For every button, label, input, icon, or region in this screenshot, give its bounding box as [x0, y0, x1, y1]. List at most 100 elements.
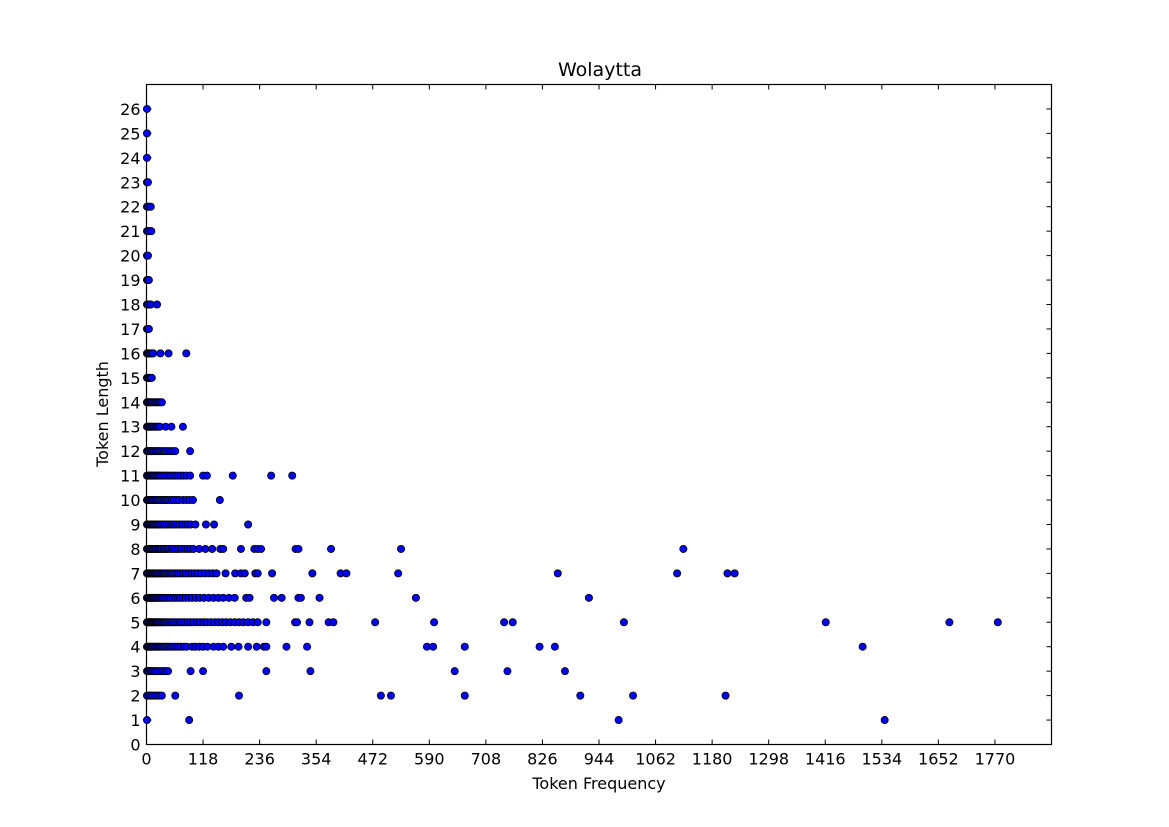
data-points	[142, 104, 1002, 725]
data-point	[171, 691, 180, 700]
data-point	[208, 544, 217, 553]
data-point	[234, 642, 243, 651]
y-tick-label: 22	[120, 198, 140, 217]
data-point	[144, 276, 153, 285]
chart-title: Wolaytta	[558, 59, 642, 81]
data-point	[199, 667, 208, 676]
data-point	[629, 691, 638, 700]
y-tick-label: 18	[120, 296, 140, 315]
data-point	[245, 593, 254, 602]
data-point	[202, 471, 211, 480]
data-point	[305, 618, 314, 627]
data-point	[267, 471, 276, 480]
data-point	[212, 569, 221, 578]
data-point	[215, 496, 224, 505]
data-point	[535, 642, 544, 651]
data-point	[503, 667, 512, 676]
data-point	[164, 349, 173, 358]
data-point	[228, 471, 237, 480]
y-tick-label: 6	[130, 589, 140, 608]
data-point	[257, 544, 266, 553]
data-point	[277, 593, 286, 602]
y-tick-label: 11	[120, 467, 140, 486]
data-point	[619, 618, 628, 627]
y-tick-label: 25	[120, 124, 140, 143]
data-point	[171, 447, 180, 456]
data-point	[188, 496, 197, 505]
data-point	[253, 618, 262, 627]
x-tick-label: 118	[188, 750, 219, 769]
data-point	[315, 593, 324, 602]
y-tick-label: 17	[120, 320, 140, 339]
x-tick-label: 590	[414, 750, 445, 769]
data-point	[306, 667, 315, 676]
y-tick-label: 0	[130, 736, 140, 755]
data-point	[723, 569, 732, 578]
data-point	[191, 520, 200, 529]
data-point	[146, 202, 155, 211]
data-point	[210, 520, 219, 529]
data-point	[411, 593, 420, 602]
x-tick-label: 0	[141, 750, 151, 769]
y-tick-label: 10	[120, 491, 140, 510]
x-tick-label: 472	[357, 750, 388, 769]
data-point	[821, 618, 830, 627]
data-point	[164, 667, 173, 676]
data-point	[327, 544, 336, 553]
x-tick-label: 1770	[975, 750, 1016, 769]
data-point	[394, 569, 403, 578]
y-tick-label: 20	[120, 247, 140, 266]
x-tick-label: 708	[471, 750, 502, 769]
data-point	[371, 618, 380, 627]
data-point	[376, 691, 385, 700]
y-tick-label: 8	[130, 540, 140, 559]
data-point	[721, 691, 730, 700]
data-point	[294, 544, 303, 553]
x-axis-label: Token Frequency	[531, 774, 665, 793]
data-point	[227, 642, 236, 651]
data-point	[945, 618, 954, 627]
data-point	[186, 667, 195, 676]
data-point	[167, 422, 176, 431]
data-point	[576, 691, 585, 700]
data-point	[219, 544, 228, 553]
data-point	[880, 716, 889, 725]
x-tick-label: 944	[584, 750, 615, 769]
y-tick-label: 4	[130, 638, 140, 657]
data-point	[270, 593, 279, 602]
data-point	[253, 569, 262, 578]
data-point	[252, 642, 261, 651]
data-point	[149, 349, 158, 358]
data-point	[153, 300, 162, 309]
x-tick-label: 236	[244, 750, 275, 769]
data-point	[614, 716, 623, 725]
data-point	[460, 642, 469, 651]
data-point	[262, 618, 271, 627]
y-tick-label: 7	[130, 564, 140, 583]
data-point	[219, 642, 228, 651]
y-axis-label: Token Length	[93, 361, 112, 468]
data-point	[144, 324, 153, 333]
x-axis: 0 118 236 354 472 590 708 826 944 1062 1180 1298 141…	[141, 84, 1016, 769]
data-point	[460, 691, 469, 700]
data-point	[244, 642, 253, 651]
y-tick-label: 19	[120, 271, 140, 290]
data-point	[500, 618, 509, 627]
y-tick-label: 3	[130, 662, 140, 681]
data-point	[730, 569, 739, 578]
data-point	[450, 667, 459, 676]
y-tick-label: 5	[130, 613, 140, 632]
data-point	[560, 667, 569, 676]
data-point	[186, 471, 195, 480]
data-point	[268, 569, 277, 578]
data-point	[262, 642, 271, 651]
y-tick-label: 13	[120, 418, 140, 437]
y-tick-label: 24	[120, 149, 140, 168]
data-point	[235, 691, 244, 700]
data-point	[147, 373, 156, 382]
data-point	[147, 227, 156, 236]
x-tick-label: 1180	[692, 750, 733, 769]
data-point	[142, 716, 151, 725]
plot-area	[145, 83, 1053, 746]
y-tick-label: 12	[120, 442, 140, 461]
